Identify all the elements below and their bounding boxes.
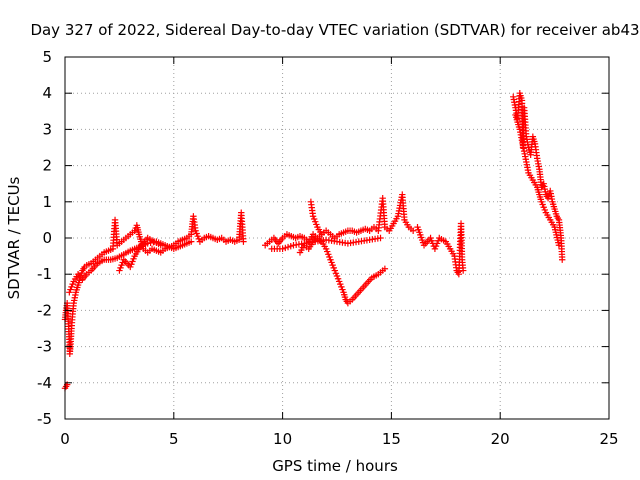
data-point-marker bbox=[188, 238, 195, 245]
data-point-marker bbox=[381, 265, 389, 272]
y-tick-label: 3 bbox=[42, 120, 52, 138]
chart-title: Day 327 of 2022, Sidereal Day-to-day VTE… bbox=[30, 21, 639, 39]
x-tick-label: 25 bbox=[599, 430, 618, 448]
y-tick-label: -5 bbox=[37, 410, 52, 428]
x-tick-label: 15 bbox=[382, 430, 401, 448]
y-tick-label: 5 bbox=[42, 48, 52, 66]
y-tick-label: -4 bbox=[37, 374, 52, 392]
data-point-marker bbox=[460, 267, 467, 274]
x-tick-label: 5 bbox=[169, 430, 179, 448]
data-point-marker bbox=[555, 242, 563, 249]
x-tick-label: 10 bbox=[273, 430, 292, 448]
y-axis-label: SDTVAR / TECUs bbox=[5, 176, 23, 299]
data-point-marker bbox=[377, 234, 384, 242]
data-point-marker bbox=[559, 256, 566, 263]
y-tick-label: 0 bbox=[42, 229, 52, 247]
data-points bbox=[61, 90, 566, 392]
y-tick-label: 1 bbox=[42, 193, 52, 211]
data-point-marker bbox=[318, 231, 325, 238]
y-tick-label: -2 bbox=[37, 301, 52, 319]
data-point-marker bbox=[157, 242, 164, 249]
x-tick-label: 20 bbox=[491, 430, 510, 448]
data-point-marker bbox=[240, 238, 247, 245]
x-axis-label: GPS time / hours bbox=[272, 457, 398, 475]
data-point-marker bbox=[409, 227, 417, 234]
y-tick-label: 2 bbox=[42, 157, 52, 175]
y-tick-label: -1 bbox=[37, 265, 52, 283]
x-tick-label: 0 bbox=[60, 430, 70, 448]
axis-ticks: 0 5 10 15 20 25 -5 -4 -3 -2 -1 0 1 2 3 4 5 bbox=[37, 48, 619, 448]
y-tick-label: 4 bbox=[42, 84, 52, 102]
y-tick-label: -3 bbox=[37, 338, 52, 356]
